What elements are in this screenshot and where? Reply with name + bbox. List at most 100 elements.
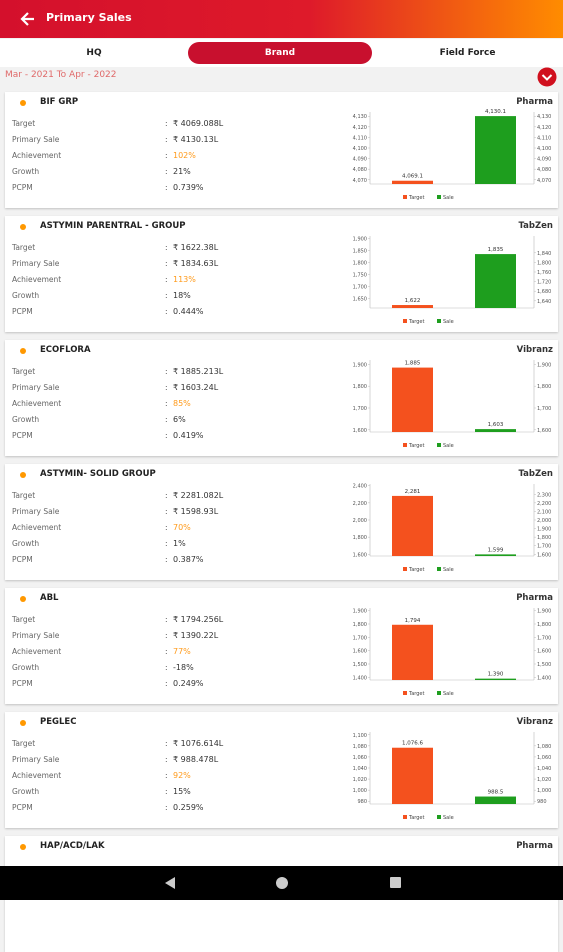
bar xyxy=(392,495,433,556)
separator: : xyxy=(165,259,168,268)
tick-label: 1,080 xyxy=(537,744,551,750)
tick-label: 1,000 xyxy=(537,788,551,794)
status-dot xyxy=(20,224,26,230)
legend-swatch xyxy=(437,195,441,199)
back-button[interactable] xyxy=(18,9,38,29)
tick-label: 4,070 xyxy=(537,178,551,184)
separator: : xyxy=(165,135,168,144)
separator: : xyxy=(165,539,168,548)
row-label: PCPM xyxy=(12,183,33,192)
back-nav[interactable] xyxy=(165,877,175,889)
title: Primary Sales xyxy=(46,11,132,24)
legend-swatch xyxy=(437,815,441,819)
separator: : xyxy=(165,771,168,780)
tab[interactable]: Field Force xyxy=(439,48,496,58)
dropdown-button[interactable] xyxy=(537,67,557,87)
row-label: PCPM xyxy=(12,679,33,688)
value-label: 4,069.1 xyxy=(402,174,423,180)
division: Vibranz xyxy=(516,717,553,727)
value-label: 1,599 xyxy=(488,547,504,553)
nav-icons xyxy=(165,877,401,889)
tab-active[interactable]: Brand xyxy=(188,42,372,64)
legend-label: Target xyxy=(408,567,425,573)
value-label: 1,622 xyxy=(405,298,421,304)
row-value: 70% xyxy=(173,523,191,532)
row-value: ₹ 1885.213L xyxy=(173,367,224,376)
bar xyxy=(475,254,516,308)
separator: : xyxy=(165,523,168,532)
legend-label: Sale xyxy=(443,195,454,201)
legend-swatch xyxy=(403,195,407,199)
row-value: ₹ 1603.24L xyxy=(173,383,219,392)
row-value: ₹ 2281.082L xyxy=(173,491,224,500)
tick-label: 980 xyxy=(357,799,367,805)
row-value: ₹ 1390.22L xyxy=(173,631,219,640)
bar xyxy=(475,554,516,556)
division: Vibranz xyxy=(516,345,553,355)
tick-label: 1,400 xyxy=(353,675,367,681)
row-value: ₹ 1622.38L xyxy=(173,243,219,252)
separator: : xyxy=(165,275,168,284)
row-label: Target xyxy=(12,243,36,252)
row-value: ₹ 4069.088L xyxy=(173,119,224,128)
separator: : xyxy=(165,431,168,440)
tick-label: 1,060 xyxy=(537,755,551,761)
tick-label: 1,600 xyxy=(537,428,551,434)
tick-label: 1,060 xyxy=(353,755,367,761)
legend-swatch xyxy=(403,815,407,819)
division: TabZen xyxy=(518,221,553,231)
legend-label: Target xyxy=(408,195,425,201)
tick-label: 4,130 xyxy=(537,114,551,120)
row-label: Achievement xyxy=(12,771,62,780)
separator: : xyxy=(165,399,168,408)
legend-label: Target xyxy=(408,691,425,697)
tick-label: 1,700 xyxy=(537,406,551,412)
mini-chart: 1,400 1,500 1,600 1,700 1,800 1,900 1,400 1,500… xyxy=(353,608,551,697)
mini-chart: 1,600 1,800 2,000 2,200 2,400 1,600 1,700 1,800… xyxy=(353,484,552,573)
brand-name: ASTYMIN- SOLID GROUP xyxy=(40,469,156,479)
separator: : xyxy=(165,307,168,316)
tick-label: 2,000 xyxy=(353,518,367,524)
row-label: Primary Sale xyxy=(12,135,60,144)
tick-label: 2,000 xyxy=(537,518,551,524)
tick-label: 1,020 xyxy=(353,777,367,783)
status-dot xyxy=(20,100,26,106)
separator: : xyxy=(165,415,168,424)
row-value: 21% xyxy=(173,167,191,176)
tick-label: 2,200 xyxy=(353,501,367,507)
row-value: 0.387% xyxy=(173,555,204,564)
tick-label: 1,720 xyxy=(537,280,551,286)
row-value: 0.444% xyxy=(173,307,204,316)
status-dot xyxy=(20,348,26,354)
mini-chart: 4,070 4,080 4,090 4,100 4,110 4,120 4,130 4,070… xyxy=(353,109,552,201)
tick-label: 1,500 xyxy=(353,662,367,668)
tab[interactable]: HQ xyxy=(86,48,102,58)
tick-label: 1,900 xyxy=(537,527,551,533)
status-dot xyxy=(20,720,26,726)
tick-label: 4,130 xyxy=(353,114,367,120)
recent-nav[interactable] xyxy=(390,877,401,888)
row-value: 85% xyxy=(173,399,191,408)
tick-label: 1,700 xyxy=(537,544,551,550)
status-dot xyxy=(20,844,26,850)
bar xyxy=(392,624,433,680)
tick-label: 1,680 xyxy=(537,289,551,295)
bar xyxy=(392,367,433,432)
tick-label: 1,600 xyxy=(353,428,367,434)
home-nav[interactable] xyxy=(276,877,288,889)
bar xyxy=(475,429,516,432)
row-label: Growth xyxy=(12,787,40,796)
tick-label: 1,800 xyxy=(353,260,367,266)
tick-label: 1,800 xyxy=(537,622,551,628)
mini-chart: 1,650 1,700 1,750 1,800 1,850 1,900 1,640 1,680… xyxy=(353,236,551,325)
legend-swatch xyxy=(437,691,441,695)
tick-label: 2,200 xyxy=(537,501,551,507)
brand-card: ASTYMIN PARENTRAL - GROUP TabZen Target: ₹ … xyxy=(5,216,558,332)
bar xyxy=(475,116,516,184)
row-value: ₹ 4130.13L xyxy=(173,135,219,144)
tick-label: 1,750 xyxy=(353,272,367,278)
brand-name: HAP/ACD/LAK xyxy=(40,841,105,851)
separator: : xyxy=(165,183,168,192)
mini-chart: 980 1,000 1,020 1,040 1,060 1,080 1,100 980 1,00… xyxy=(353,732,551,821)
